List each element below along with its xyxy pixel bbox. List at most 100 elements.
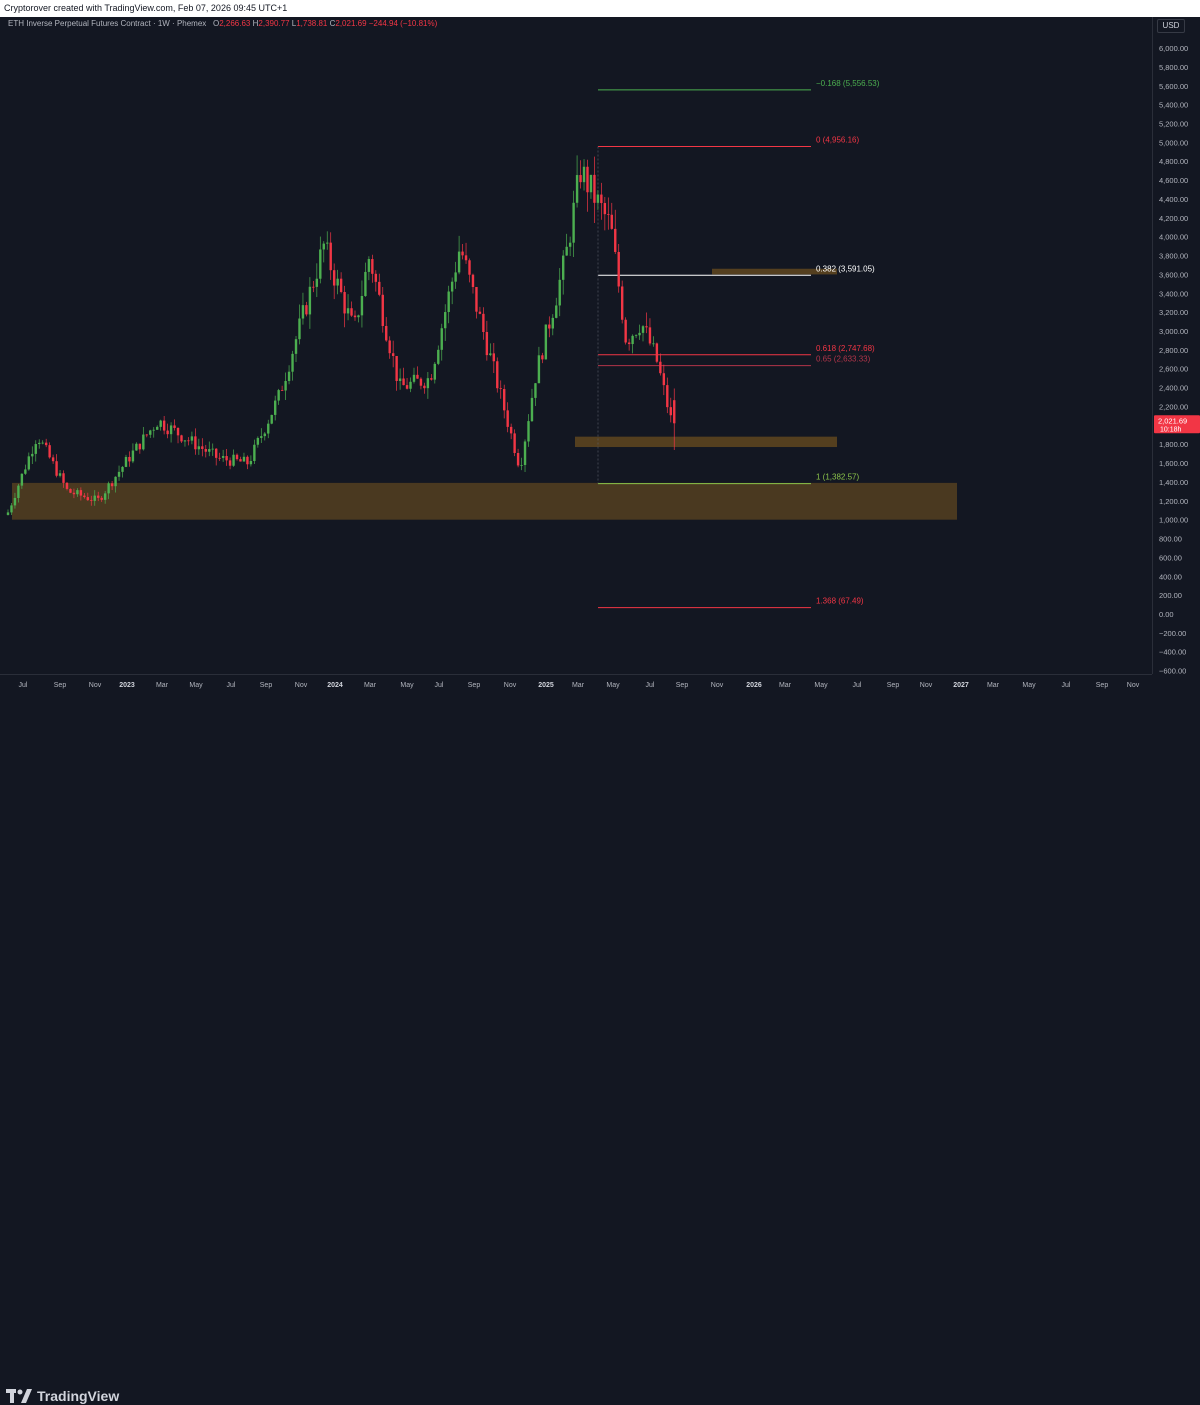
candle-body[interactable]	[395, 355, 398, 381]
candle-body[interactable]	[218, 457, 221, 459]
candle-body[interactable]	[38, 442, 41, 445]
candle-body[interactable]	[631, 335, 634, 345]
candle-body[interactable]	[669, 407, 672, 416]
candle-body[interactable]	[339, 278, 343, 293]
candle-body[interactable]	[593, 174, 596, 203]
candle-body[interactable]	[110, 483, 114, 487]
candle-body[interactable]	[10, 505, 13, 513]
candle-body[interactable]	[360, 296, 364, 316]
time-axis-scale[interactable]: Jul Sep Nov 2023 Mar May Jul Sep Nov 2024 Mar May Ju…	[0, 675, 1152, 691]
candle-body[interactable]	[450, 281, 454, 292]
candle-body[interactable]	[93, 495, 96, 501]
candle-body[interactable]	[117, 471, 121, 477]
candle-body[interactable]	[433, 363, 437, 380]
candle-body[interactable]	[190, 436, 194, 441]
candle-body[interactable]	[468, 260, 471, 275]
chart-pane[interactable]: −0.168 (5,556.53) 0 (4,956.16) 0.382 (3,59…	[0, 17, 1152, 674]
candle-body[interactable]	[305, 305, 308, 315]
candle-body[interactable]	[204, 449, 207, 452]
candle-body[interactable]	[600, 194, 603, 204]
candle-body[interactable]	[235, 454, 239, 460]
candle-body[interactable]	[201, 446, 204, 450]
candle-body[interactable]	[430, 378, 433, 380]
candle-body[interactable]	[416, 374, 419, 379]
candle-body[interactable]	[187, 440, 190, 442]
mid-support-zone[interactable]	[575, 436, 837, 448]
candle-body[interactable]	[228, 460, 232, 466]
candle-body[interactable]	[614, 228, 617, 252]
candle-body[interactable]	[378, 281, 381, 295]
candle-body[interactable]	[398, 378, 402, 381]
candle-body[interactable]	[645, 326, 648, 328]
candle-body[interactable]	[374, 273, 378, 282]
candle-body[interactable]	[666, 385, 669, 408]
candles[interactable]	[6, 155, 676, 516]
candle-body[interactable]	[142, 434, 145, 450]
candle-body[interactable]	[31, 453, 34, 457]
candle-body[interactable]	[270, 414, 273, 424]
candle-body[interactable]	[107, 483, 110, 494]
candle-body[interactable]	[242, 456, 246, 462]
candle-body[interactable]	[83, 495, 86, 498]
candle-body[interactable]	[558, 279, 561, 306]
candle-body[interactable]	[624, 319, 627, 343]
candle-body[interactable]	[555, 305, 558, 318]
candle-body[interactable]	[367, 259, 371, 272]
candle-body[interactable]	[58, 473, 62, 476]
candle-body[interactable]	[315, 278, 319, 287]
candle-body[interactable]	[419, 378, 423, 386]
candlestick-chart[interactable]: −0.168 (5,556.53) 0 (4,956.16) 0.382 (3,59…	[0, 17, 1152, 674]
candle-body[interactable]	[277, 390, 280, 401]
candle-body[interactable]	[287, 371, 291, 381]
candle-body[interactable]	[291, 353, 294, 372]
candle-body[interactable]	[239, 459, 242, 462]
price-axis[interactable]: 6,000.00 5,800.00 5,600.00 5,400.00 5,200.00…	[1152, 17, 1200, 676]
candle-body[interactable]	[90, 500, 93, 501]
candle-body[interactable]	[426, 378, 430, 389]
candle-body[interactable]	[326, 242, 329, 244]
candle-body[interactable]	[225, 456, 228, 461]
candle-body[interactable]	[65, 482, 69, 489]
candle-body[interactable]	[298, 318, 301, 340]
candle-body[interactable]	[24, 469, 27, 474]
candle-body[interactable]	[41, 442, 44, 444]
candle-body[interactable]	[638, 332, 641, 336]
candle-body[interactable]	[582, 166, 586, 183]
candle-body[interactable]	[149, 430, 152, 435]
currency-button[interactable]: USD	[1157, 19, 1185, 33]
candle-body[interactable]	[447, 291, 450, 313]
candle-body[interactable]	[253, 444, 256, 462]
candle-body[interactable]	[503, 389, 506, 411]
candle-body[interactable]	[437, 349, 440, 364]
candle-body[interactable]	[152, 429, 155, 431]
candle-body[interactable]	[308, 286, 312, 315]
candle-body[interactable]	[232, 454, 235, 466]
candle-body[interactable]	[385, 325, 388, 341]
candle-body[interactable]	[34, 444, 37, 454]
candle-body[interactable]	[589, 174, 593, 193]
candle-body[interactable]	[180, 435, 183, 442]
candle-body[interactable]	[381, 294, 384, 326]
candle-body[interactable]	[176, 427, 180, 436]
candle-body[interactable]	[388, 340, 391, 354]
candle-body[interactable]	[169, 425, 173, 435]
candle-body[interactable]	[516, 453, 520, 466]
candle-body[interactable]	[544, 324, 548, 360]
candle-body[interactable]	[221, 456, 225, 458]
candle-body[interactable]	[44, 442, 48, 446]
candle-body[interactable]	[145, 434, 148, 436]
price-axis-scale[interactable]: 6,000.00 5,800.00 5,600.00 5,400.00 5,200.00…	[1153, 17, 1200, 676]
candle-body[interactable]	[565, 246, 568, 256]
candle-body[interactable]	[48, 445, 51, 458]
candle-body[interactable]	[55, 461, 58, 476]
candle-body[interactable]	[138, 443, 142, 450]
candle-body[interactable]	[641, 326, 645, 333]
candle-body[interactable]	[607, 214, 610, 215]
candle-body[interactable]	[249, 461, 253, 465]
candle-body[interactable]	[353, 315, 357, 318]
candle-body[interactable]	[485, 331, 489, 356]
candle-body[interactable]	[444, 312, 447, 329]
candle-body[interactable]	[562, 255, 565, 280]
candle-body[interactable]	[412, 374, 416, 382]
candle-body[interactable]	[499, 388, 502, 390]
